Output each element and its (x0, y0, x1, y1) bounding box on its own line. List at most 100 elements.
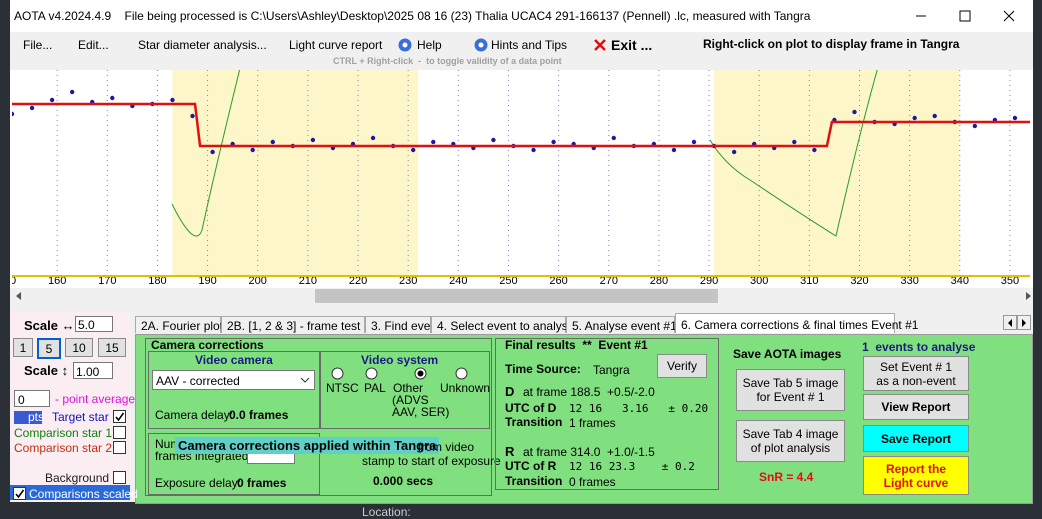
button-label: for Event # 1 (756, 390, 825, 404)
series-checkbox[interactable] (113, 426, 126, 439)
group-box (148, 351, 320, 429)
scale-button[interactable]: 15 (98, 338, 126, 357)
x-tick-label: 220 (349, 275, 367, 287)
x-tick-label: 200 (249, 275, 267, 287)
scale-button[interactable]: 10 (65, 338, 93, 357)
data-point (12, 111, 15, 117)
scroll-thumb[interactable] (315, 289, 718, 303)
radio (455, 367, 468, 380)
verify-button[interactable]: Verify (657, 354, 707, 378)
window-title: AOTA v4.2024.4.9 File being processed is… (14, 9, 811, 23)
set-event-button[interactable]: Set Event # 1 as a non-event (863, 356, 969, 391)
series-checkbox[interactable] (113, 410, 126, 423)
data-point (431, 139, 436, 145)
tab-scroll (1003, 315, 1031, 330)
tab[interactable]: 5. Analyse event #1 (566, 316, 677, 333)
button-label: Save Tab 5 image (742, 376, 839, 390)
x-tick-label: 270 (600, 275, 618, 287)
series-checkbox[interactable] (113, 471, 126, 484)
series-label: Comparison star 1 (14, 426, 113, 440)
series-label: Background (45, 471, 110, 485)
data-point (110, 95, 115, 101)
x-tick-label: 290 (700, 275, 718, 287)
data-point (731, 149, 737, 155)
camera-select[interactable]: AAV - corrected (152, 370, 315, 390)
hint-text: CTRL + Right-click - to toggle validity … (333, 56, 562, 66)
tab[interactable]: 2A. Fourier plot (135, 316, 223, 333)
search-region (172, 70, 419, 276)
data-point (310, 137, 316, 143)
x-tick-label: 180 (148, 275, 166, 287)
button-label: Save Tab 4 image (742, 427, 839, 441)
scale-button[interactable]: 5 (37, 338, 61, 359)
data-point (270, 139, 275, 145)
value: 0.000 secs (373, 474, 434, 488)
scale-button[interactable]: 1 (13, 338, 33, 357)
save-report-button[interactable]: Save Report (863, 425, 969, 452)
scale-input[interactable]: 5.0 (75, 316, 113, 332)
data-point (611, 135, 616, 141)
x-tick-label: 260 (549, 275, 567, 287)
series-label: Comparison star 2 (14, 441, 113, 455)
hints-icon (474, 38, 488, 52)
x-tick-label: 210 (299, 275, 317, 287)
check-mark (15, 489, 25, 499)
label: Num (155, 437, 181, 451)
group-title: Save AOTA images (733, 347, 842, 361)
group-box (145, 338, 492, 496)
menu-item[interactable]: Light curve report (289, 38, 383, 52)
button-label: Light curve (883, 475, 949, 490)
tab[interactable]: 3. Find events (365, 316, 446, 333)
menu-item[interactable]: Hints and Tips (491, 38, 568, 52)
result-label: Transition (505, 474, 563, 488)
data-point (210, 149, 215, 155)
group-title: Video system (361, 353, 439, 367)
tab[interactable]: 2B. [1, 2 & 3] - frame test (221, 316, 365, 333)
data-point (852, 109, 857, 115)
scale-label: Scale ↔ (24, 318, 75, 333)
group-box (148, 433, 320, 495)
tab[interactable]: 6. Camera corrections & final times Even… (675, 313, 918, 333)
menu-item[interactable]: Help (417, 38, 442, 52)
save-tab5-button[interactable]: Save Tab 5 image for Event # 1 (736, 369, 845, 411)
save-tab4-button[interactable]: Save Tab 4 image of plot analysis (736, 420, 845, 462)
scale-label: Scale ↕ (24, 363, 69, 378)
menu-item[interactable]: File... (23, 38, 53, 52)
menu-item[interactable]: Exit ... (611, 37, 653, 53)
result-value: 0 frames (569, 475, 616, 489)
light-curve-plot[interactable]: 150 160 170 180 190 200 210 220 230 240 250 260 270 2… (10, 70, 1033, 304)
x-tick-label: 340 (951, 275, 969, 287)
series-checkbox[interactable] (13, 487, 26, 500)
radio-label: Other (393, 381, 424, 395)
average-select[interactable]: 0 (14, 390, 50, 407)
x-tick-label: 320 (850, 275, 868, 287)
scale-input[interactable]: 1.00 (73, 362, 113, 379)
view-report-button[interactable]: View Report (863, 394, 969, 420)
x-tick-label: 190 (198, 275, 216, 287)
x-tick-label: 150 (10, 275, 16, 287)
button-label: 5 (45, 341, 53, 356)
x-tick-label: 350 (1001, 275, 1019, 287)
menu-item[interactable]: Star diameter analysis... (138, 38, 267, 52)
window-controls (916, 10, 1015, 22)
overlay-label: Camera corrections applied within Tangra (175, 437, 440, 454)
result-label: R (505, 444, 515, 459)
data-point (69, 89, 75, 95)
x-tick-label: 300 (750, 275, 768, 287)
data-point (410, 147, 416, 153)
data-point (190, 113, 195, 119)
series-label: Comparisons scaled (29, 487, 138, 501)
label: Time Source: (505, 362, 581, 376)
events-label: 1 events to analyse (862, 340, 976, 354)
data-point (972, 123, 978, 129)
radio-note: AAV, SER) (392, 405, 450, 419)
data-point (812, 147, 817, 153)
report-button[interactable]: Report the Light curve (863, 456, 969, 495)
tab[interactable]: 4. Select event to analyse (431, 316, 574, 333)
data-point (691, 139, 697, 145)
title-bar (10, 0, 1033, 32)
menu-item[interactable]: Edit... (78, 38, 109, 52)
button-label: Report the (886, 461, 946, 476)
snr-label: SnR = 4.4 (759, 470, 814, 484)
series-checkbox[interactable] (113, 441, 126, 454)
